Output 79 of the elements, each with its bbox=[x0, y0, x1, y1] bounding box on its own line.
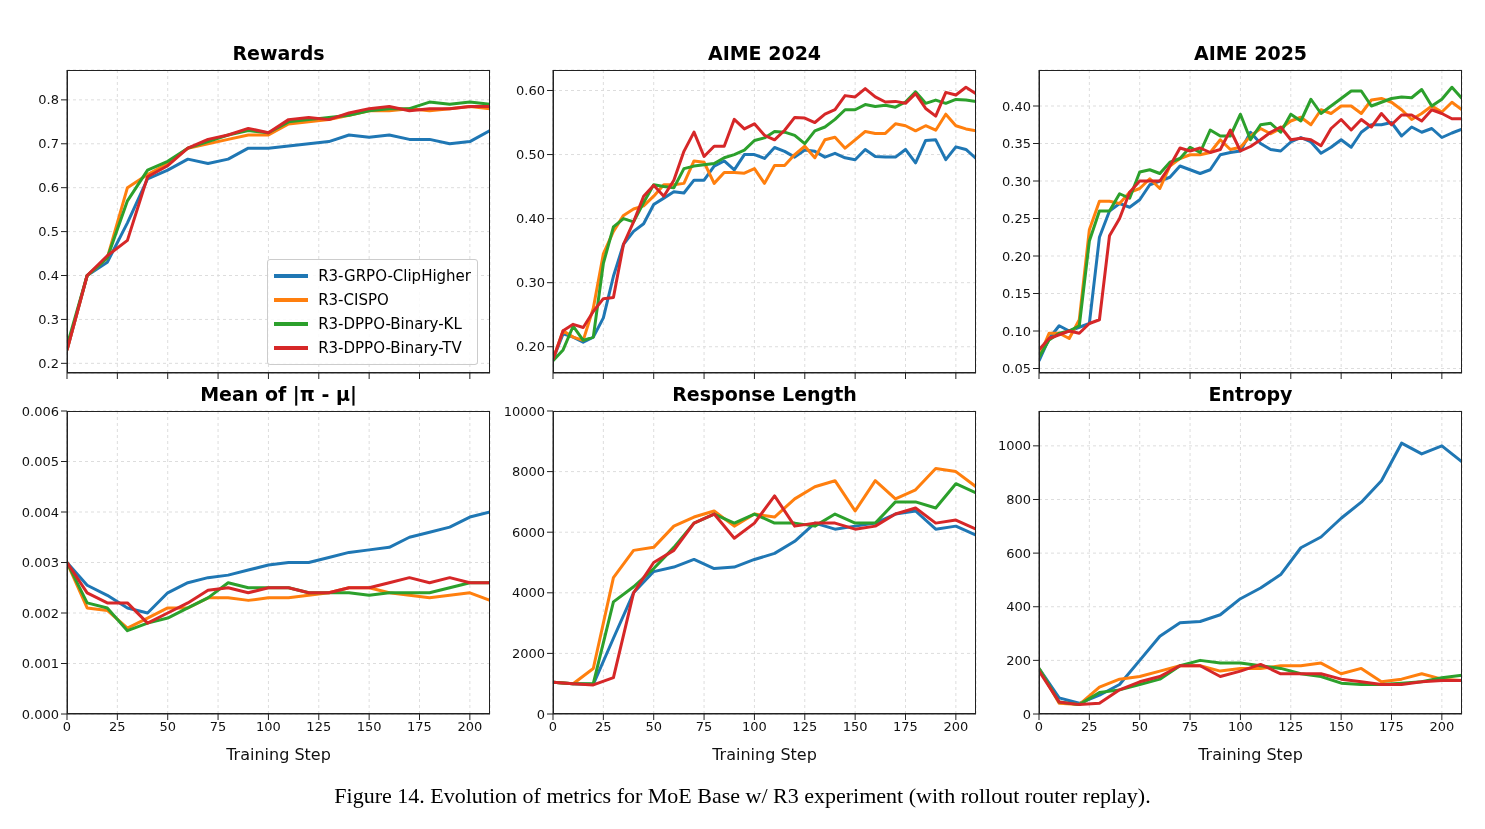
x-tick-label: 200 bbox=[1429, 719, 1455, 735]
y-tick-label: 1000 bbox=[997, 438, 1031, 454]
chart-title: Entropy bbox=[1207, 382, 1294, 407]
x-axis-title: Training Step bbox=[1197, 745, 1303, 764]
y-tick-label: 0.4 bbox=[38, 268, 59, 284]
x-tick-label: 100 bbox=[742, 719, 767, 735]
x-tick-label: 125 bbox=[306, 719, 332, 735]
y-tick-label: 200 bbox=[1006, 652, 1031, 668]
chart-title: AIME 2024 bbox=[706, 41, 823, 66]
x-tick-label: 100 bbox=[1228, 719, 1253, 735]
y-tick-label: 0.003 bbox=[21, 555, 59, 571]
x-tick-label: 25 bbox=[109, 719, 126, 735]
y-tick-label: 0.000 bbox=[21, 706, 59, 722]
x-tick-label: 0 bbox=[548, 719, 558, 735]
line-series bbox=[67, 510, 490, 615]
legend-label: R3-CISPO bbox=[318, 291, 389, 309]
x-tick-label: 175 bbox=[1379, 719, 1404, 735]
legend-label: R3-DPPO-Binary-KL bbox=[318, 315, 462, 333]
x-tick-label: 200 bbox=[457, 719, 483, 735]
y-tick-label: 0.60 bbox=[516, 83, 545, 99]
x-tick-label: 0 bbox=[62, 719, 72, 735]
x-tick-label: 150 bbox=[356, 719, 382, 735]
x-tick-label: 175 bbox=[893, 719, 918, 735]
chart-title: AIME 2025 bbox=[1192, 41, 1309, 66]
y-tick-label: 6000 bbox=[511, 524, 545, 540]
x-tick-label: 150 bbox=[1328, 719, 1354, 735]
x-tick-label: 75 bbox=[1181, 719, 1199, 735]
y-tick-label: 8000 bbox=[511, 464, 545, 480]
y-tick-label: 0.2 bbox=[38, 355, 59, 371]
y-tick-label: 0.005 bbox=[21, 454, 59, 470]
y-tick-label: 0.8 bbox=[38, 92, 59, 108]
y-tick-label: 0.20 bbox=[516, 339, 545, 355]
x-tick-label: 200 bbox=[943, 719, 969, 735]
x-tick-label: 75 bbox=[209, 719, 227, 735]
x-tick-label: 125 bbox=[1278, 719, 1304, 735]
y-tick-label: 0.05 bbox=[1002, 361, 1031, 377]
y-tick-label: 4000 bbox=[511, 585, 545, 601]
y-tick-label: 0.001 bbox=[21, 656, 59, 672]
y-tick-label: 0.7 bbox=[38, 136, 59, 152]
x-tick-label: 175 bbox=[407, 719, 432, 735]
x-tick-label: 75 bbox=[695, 719, 713, 735]
y-tick-label: 0.002 bbox=[21, 605, 59, 621]
chart-title: Rewards bbox=[231, 41, 326, 66]
y-tick-label: 0.20 bbox=[1002, 248, 1031, 264]
chart-title: Mean of |π - μ| bbox=[200, 383, 357, 405]
x-tick-label: 50 bbox=[159, 719, 176, 735]
y-tick-label: 0.15 bbox=[1002, 286, 1031, 302]
y-tick-label: 0.10 bbox=[1002, 323, 1031, 339]
y-tick-label: 0 bbox=[536, 706, 545, 722]
x-tick-label: 125 bbox=[792, 719, 818, 735]
x-tick-label: 50 bbox=[1131, 719, 1148, 735]
y-tick-label: 0.5 bbox=[38, 224, 59, 240]
y-tick-label: 0.3 bbox=[38, 312, 59, 328]
y-tick-label: 0.30 bbox=[1002, 173, 1031, 189]
y-tick-label: 0.40 bbox=[1002, 98, 1031, 114]
y-tick-label: 0.40 bbox=[516, 211, 545, 227]
x-tick-label: 0 bbox=[1034, 719, 1044, 735]
x-tick-label: 150 bbox=[842, 719, 868, 735]
y-tick-label: 2000 bbox=[511, 646, 545, 662]
x-axis-title: Training Step bbox=[711, 745, 817, 764]
y-tick-label: 0.30 bbox=[516, 275, 545, 291]
x-tick-label: 25 bbox=[1081, 719, 1098, 735]
y-tick-label: 0 bbox=[1022, 706, 1031, 722]
legend-label: R3-GRPO-ClipHigher bbox=[318, 267, 471, 285]
x-tick-label: 25 bbox=[595, 719, 612, 735]
y-tick-label: 0.50 bbox=[516, 147, 545, 163]
legend-label: R3-DPPO-Binary-TV bbox=[318, 339, 462, 357]
x-tick-label: 50 bbox=[645, 719, 662, 735]
y-tick-label: 0.35 bbox=[1002, 136, 1031, 152]
y-tick-label: 600 bbox=[1006, 545, 1031, 561]
x-axis-title: Training Step bbox=[225, 745, 331, 764]
y-tick-label: 400 bbox=[1006, 599, 1031, 615]
y-tick-label: 0.6 bbox=[38, 180, 59, 196]
x-tick-label: 100 bbox=[256, 719, 281, 735]
y-tick-label: 0.004 bbox=[21, 504, 59, 520]
chart-title: Response Length bbox=[672, 383, 857, 405]
y-tick-label: 800 bbox=[1006, 492, 1031, 508]
y-tick-label: 0.25 bbox=[1002, 211, 1031, 227]
caption: Figure 14. Evolution of metrics for MoE Base w/ R3 experiment (with rollout router replay). bbox=[333, 783, 1152, 809]
